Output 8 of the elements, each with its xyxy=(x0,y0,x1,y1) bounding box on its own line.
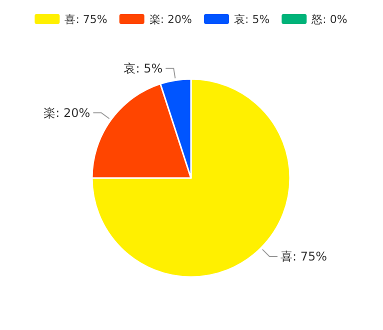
legend-label: 怒: 0% xyxy=(310,13,348,26)
legend-label: 喜: 75% xyxy=(64,13,108,26)
legend-label: 哀: 5% xyxy=(234,13,270,26)
legend-label: 楽: 20% xyxy=(149,13,192,26)
slice-label: 哀: 5% xyxy=(124,61,163,76)
pie-slice xyxy=(91,78,291,278)
slice-label: 喜: 75% xyxy=(280,249,328,264)
slice-label: 楽: 20% xyxy=(44,106,90,120)
